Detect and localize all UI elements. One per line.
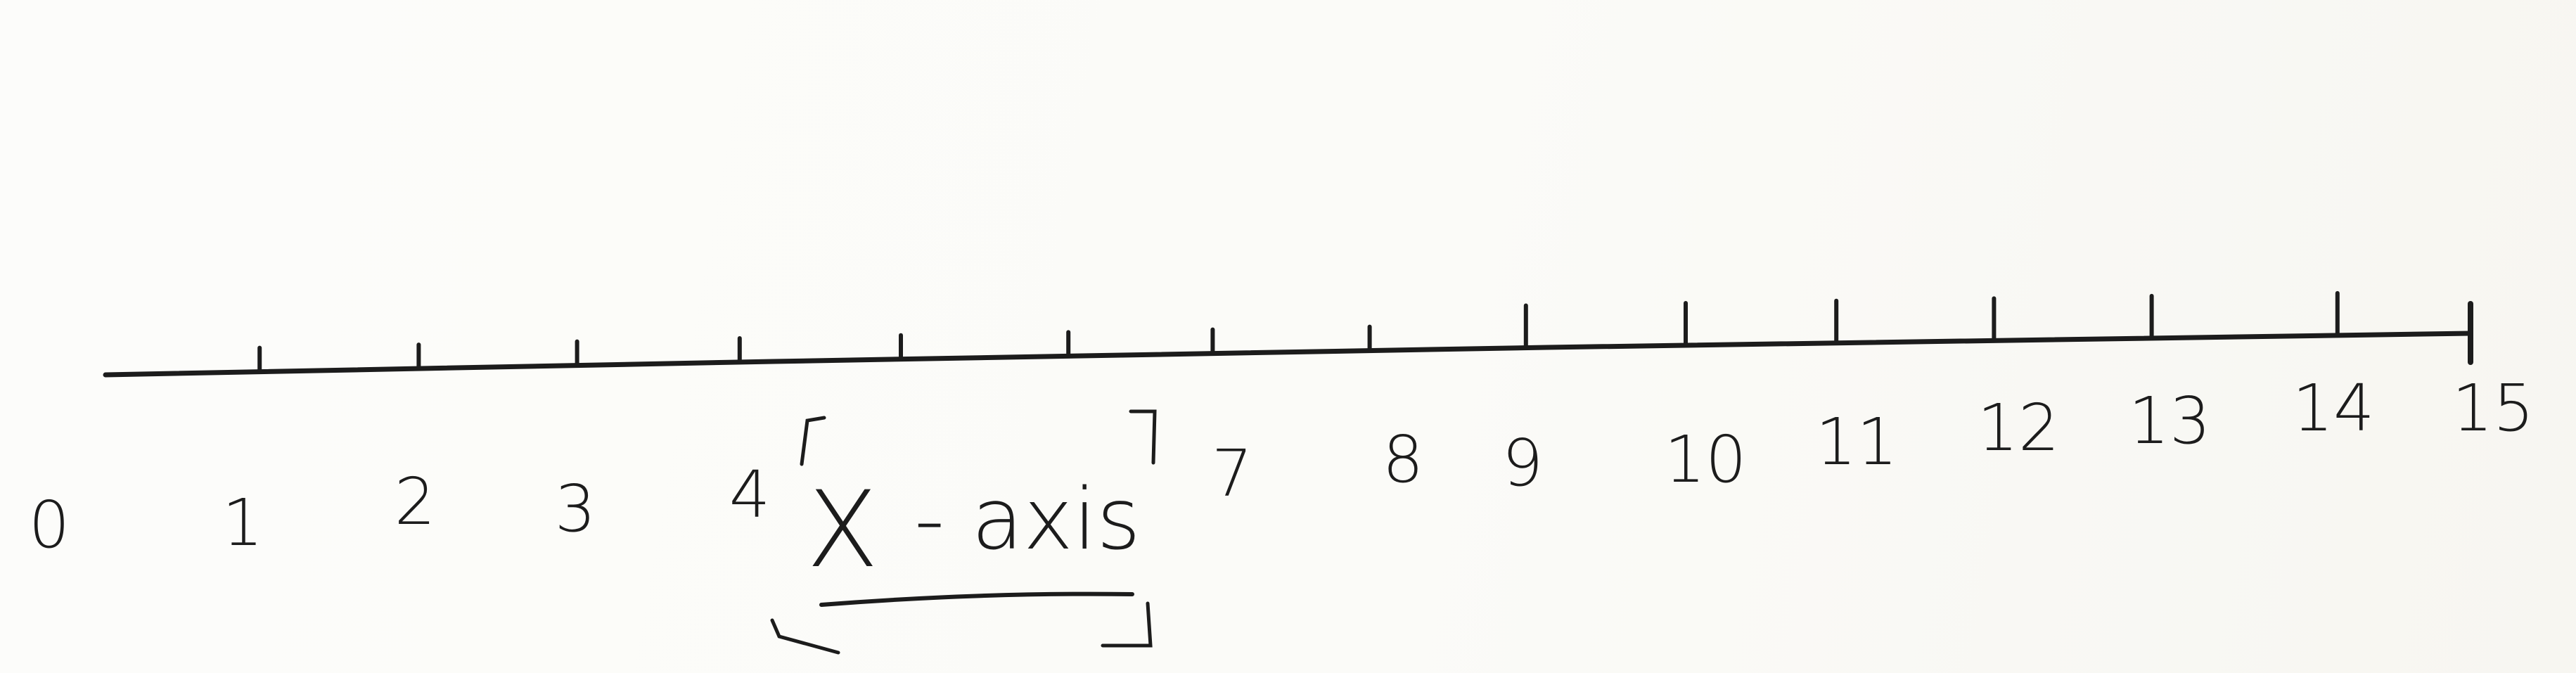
underline xyxy=(819,591,1134,607)
axis-line xyxy=(103,331,2473,378)
tick-labels: 0 1 2 3 4 7 8 9 10 11 12 13 14 15 xyxy=(29,371,2535,563)
tick-label-15: 15 xyxy=(2452,371,2534,446)
tick-label-7: 7 xyxy=(1212,436,1253,511)
tick-label-8: 8 xyxy=(1383,422,1424,497)
tick-label-13: 13 xyxy=(2128,383,2210,459)
tick-label-1: 1 xyxy=(222,485,264,560)
top-left-bracket xyxy=(800,416,826,466)
axis-annotation: X - axis xyxy=(770,409,1157,655)
axis-word: - axis xyxy=(914,471,1141,569)
tick-label-11: 11 xyxy=(1815,404,1897,480)
tick-label-0: 0 xyxy=(29,487,70,563)
tick-label-2: 2 xyxy=(395,464,436,539)
tick-label-12: 12 xyxy=(1977,390,2059,466)
tick-marks xyxy=(257,290,2340,374)
tick-label-14: 14 xyxy=(2292,371,2374,446)
tick-label-9: 9 xyxy=(1502,425,1544,501)
bottom-left-bracket xyxy=(770,618,840,655)
top-right-bracket xyxy=(1129,409,1157,465)
x-letter: X xyxy=(807,469,879,591)
bottom-right-bracket xyxy=(1101,601,1153,648)
tick-label-3: 3 xyxy=(555,471,596,546)
tick-label-4: 4 xyxy=(729,457,771,532)
tick-label-10: 10 xyxy=(1664,422,1746,497)
